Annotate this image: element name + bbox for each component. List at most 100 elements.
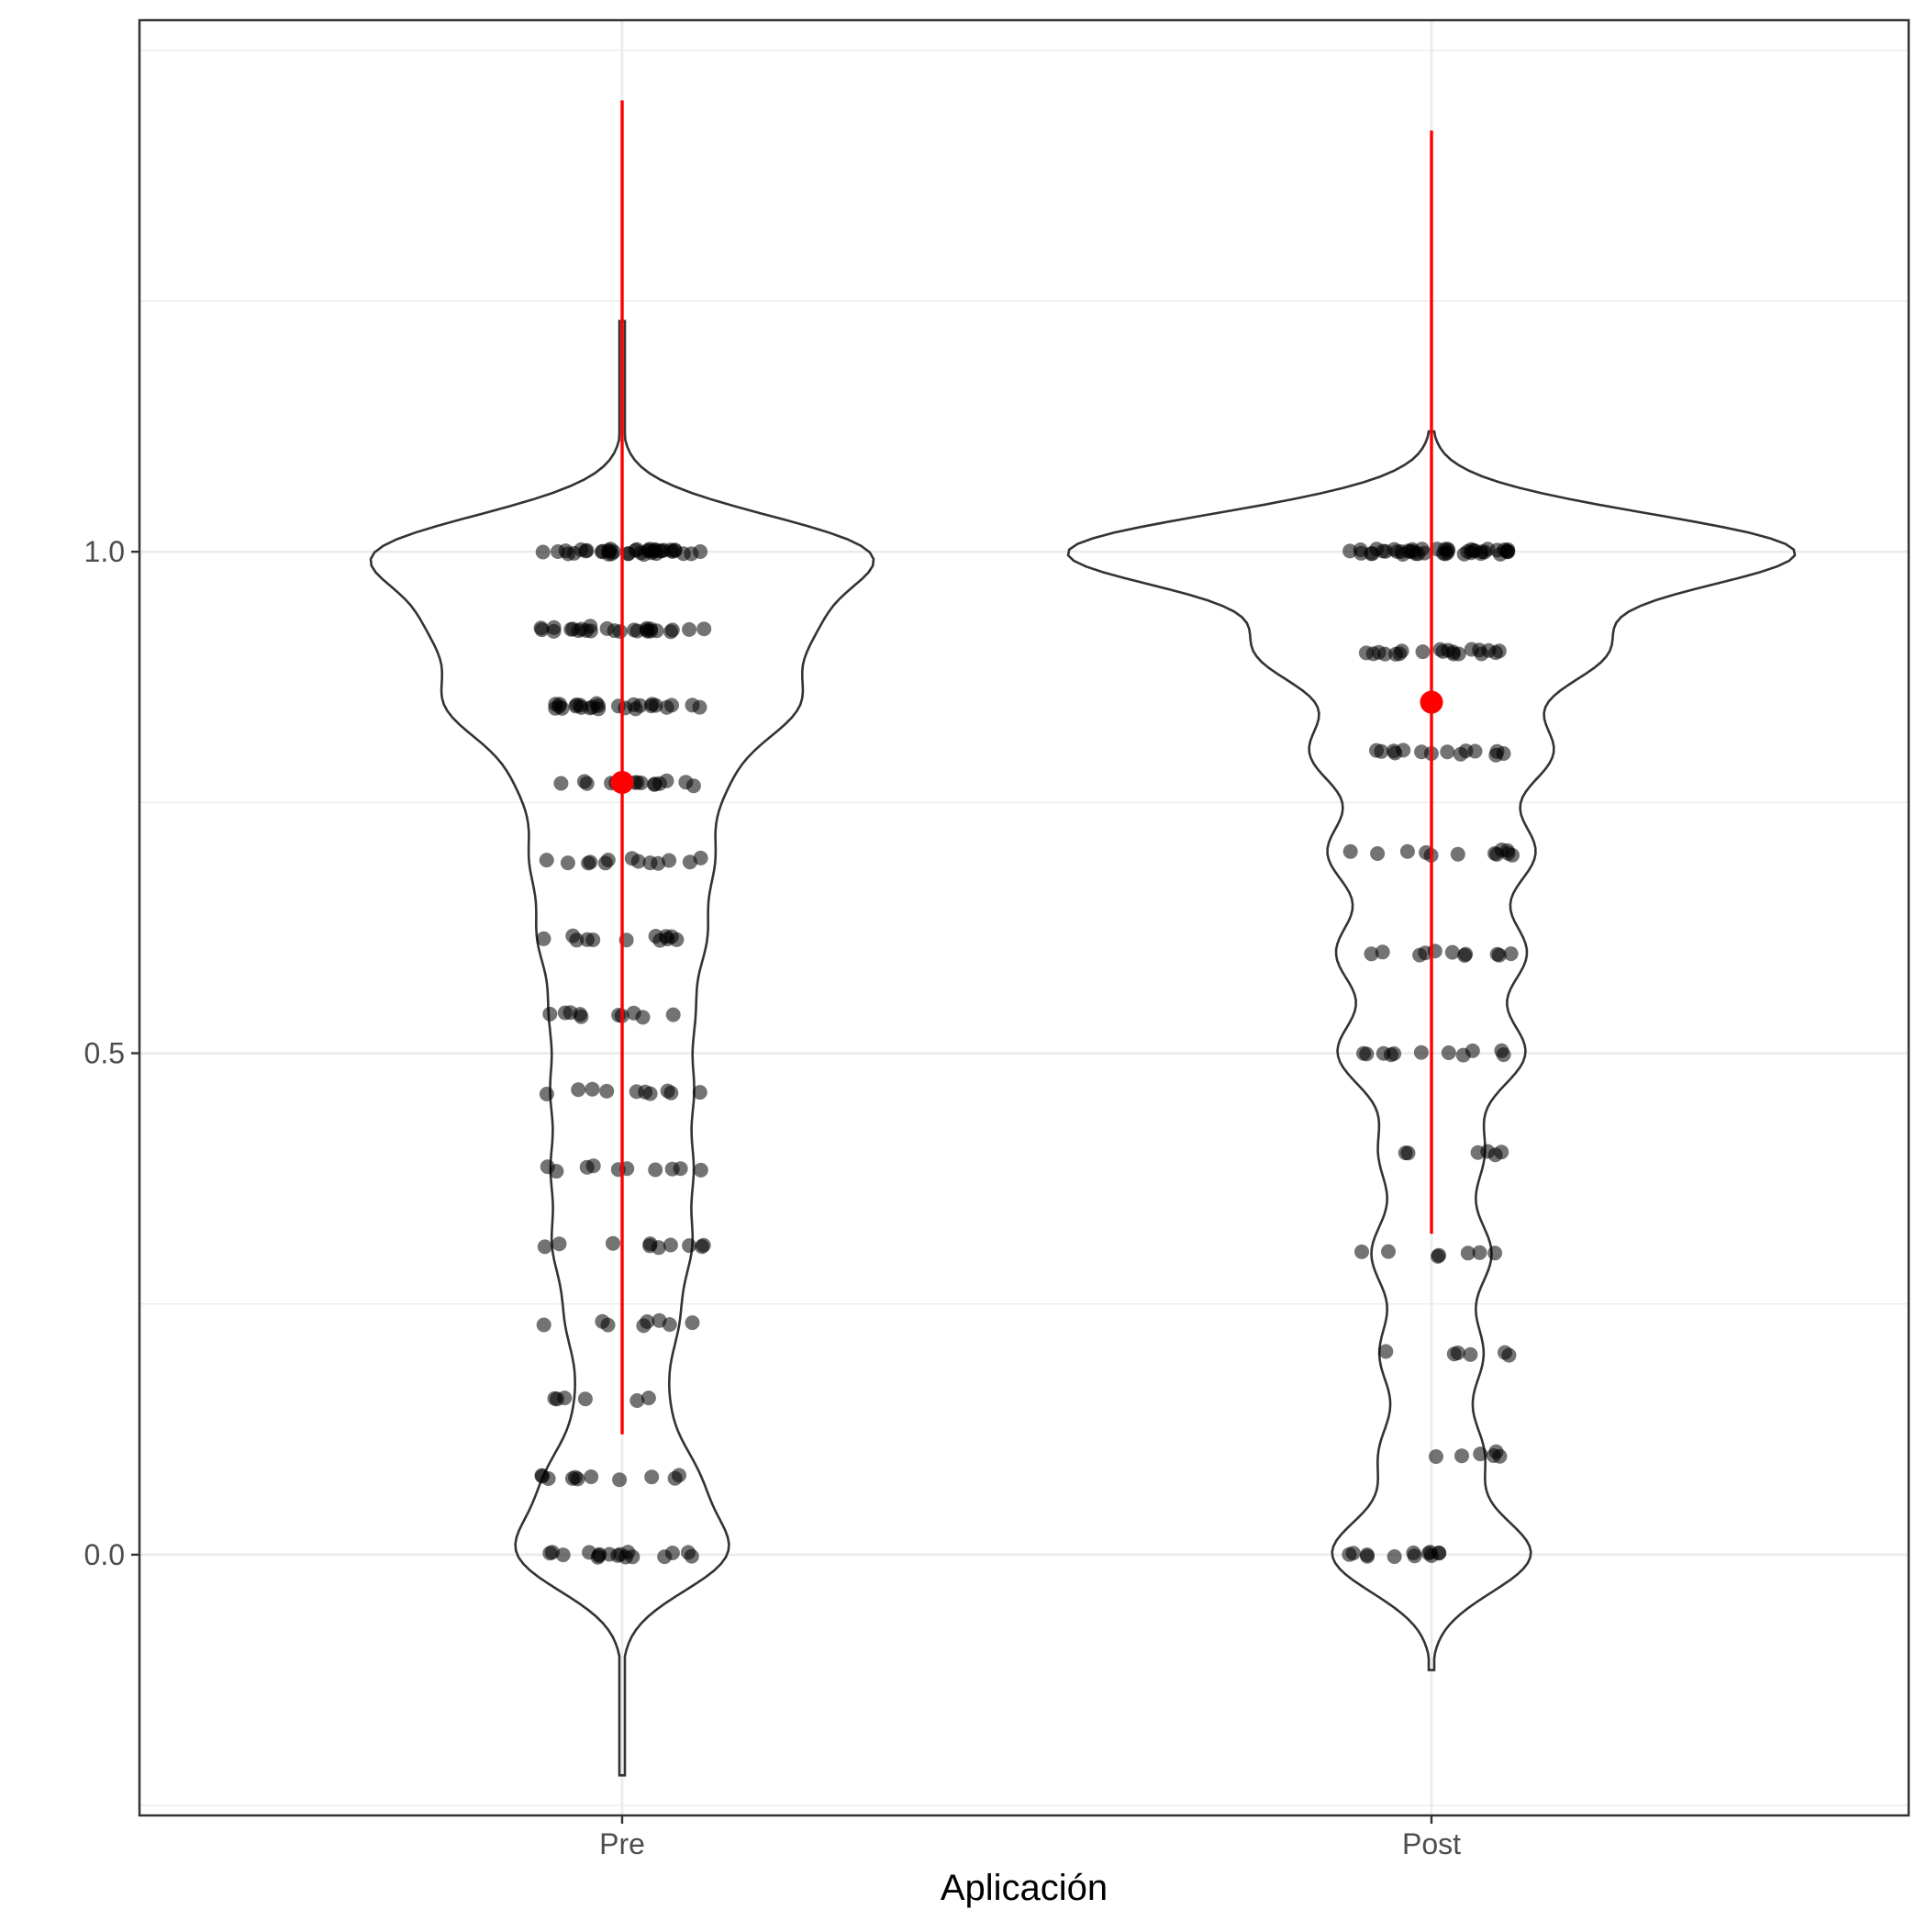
- panel-border: [138, 18, 1910, 1817]
- data-point: [1496, 746, 1511, 761]
- data-point: [1440, 744, 1455, 760]
- data-point: [1387, 1046, 1402, 1061]
- data-point: [662, 853, 677, 868]
- data-point: [542, 1546, 558, 1561]
- data-point: [558, 543, 574, 559]
- data-point: [536, 931, 551, 946]
- data-point: [665, 1007, 681, 1022]
- data-point: [1488, 1444, 1504, 1459]
- data-point: [1473, 1446, 1488, 1462]
- data-point: [1450, 846, 1465, 862]
- data-point: [1353, 545, 1369, 561]
- data-point: [533, 620, 549, 636]
- data-point: [664, 544, 680, 559]
- data-point: [678, 775, 694, 790]
- data-point: [1377, 646, 1393, 662]
- data-point: [1444, 944, 1460, 960]
- data-point: [535, 1469, 550, 1484]
- data-point: [592, 1547, 607, 1562]
- data-point: [1441, 1045, 1456, 1060]
- data-point: [1464, 642, 1479, 657]
- data-point: [1375, 944, 1390, 960]
- data-point: [585, 932, 601, 947]
- data-point: [1453, 746, 1468, 762]
- data-point: [624, 851, 640, 866]
- data-point: [652, 1312, 667, 1328]
- data-point: [1435, 643, 1451, 659]
- data-point: [682, 621, 697, 637]
- data-point: [641, 542, 657, 558]
- data-point: [579, 542, 595, 558]
- data-point: [599, 620, 615, 636]
- violin-pre: [369, 319, 875, 1777]
- data-point: [537, 1239, 552, 1255]
- data-point: [1501, 1347, 1517, 1363]
- data-point: [1431, 1545, 1446, 1560]
- data-point: [658, 929, 674, 944]
- data-point: [633, 776, 649, 790]
- data-point: [626, 1005, 641, 1021]
- axes: 0.0 0.5 1.0 Pre Post: [84, 535, 1462, 1860]
- data-point: [542, 1006, 558, 1022]
- data-point: [644, 1469, 660, 1485]
- data-point: [1487, 1147, 1503, 1163]
- data-point: [1497, 542, 1512, 558]
- data-point: [612, 1472, 628, 1488]
- data-point: [1387, 1549, 1402, 1564]
- data-point: [582, 700, 597, 716]
- data-point: [1454, 1448, 1469, 1464]
- data-point: [1418, 945, 1433, 961]
- data-point: [1500, 845, 1516, 861]
- data-point: [585, 1158, 601, 1174]
- data-point: [1410, 546, 1426, 562]
- data-point: [1496, 1047, 1511, 1063]
- data-point: [692, 1085, 707, 1100]
- data-point: [570, 1471, 585, 1487]
- data-point: [585, 1081, 600, 1097]
- data-point: [1503, 946, 1519, 962]
- data-point: [1457, 948, 1473, 963]
- data-point: [536, 1317, 551, 1333]
- data-point: [640, 1314, 655, 1329]
- data-point: [684, 1548, 699, 1564]
- data-point: [1374, 743, 1389, 759]
- data-point: [1413, 1044, 1429, 1060]
- data-point: [620, 546, 636, 562]
- mean-point-post: [1420, 690, 1443, 714]
- data-point: [663, 624, 678, 640]
- data-point: [535, 544, 551, 560]
- data-point: [664, 1161, 680, 1177]
- data-point: [628, 701, 643, 717]
- x-tick-label-pre: Pre: [599, 1827, 645, 1860]
- data-point: [1400, 1145, 1416, 1161]
- data-point: [555, 1547, 571, 1563]
- y-tick-label: 0.0: [84, 1538, 125, 1571]
- data-point: [539, 853, 554, 868]
- data-point: [569, 932, 585, 948]
- data-point: [647, 776, 663, 792]
- data-point: [1359, 1046, 1375, 1062]
- data-point: [1381, 1244, 1396, 1259]
- data-point: [553, 776, 569, 791]
- data-point: [1354, 1244, 1369, 1259]
- data-point: [576, 774, 592, 789]
- data-point: [1396, 743, 1411, 758]
- data-point: [550, 1391, 564, 1407]
- data-point: [1345, 1546, 1361, 1561]
- data-point: [1491, 947, 1507, 963]
- data-point: [1463, 1346, 1478, 1362]
- data-point: [1472, 1245, 1487, 1260]
- data-point: [640, 1390, 656, 1406]
- data-point: [600, 853, 616, 867]
- data-point: [682, 854, 697, 870]
- data-point: [1370, 846, 1386, 861]
- data-point: [1376, 543, 1391, 559]
- data-point: [657, 1549, 673, 1565]
- data-point: [1431, 1248, 1445, 1264]
- data-point: [546, 620, 562, 635]
- data-point: [1446, 1346, 1462, 1362]
- data-point: [1359, 1547, 1375, 1562]
- data-point: [640, 623, 655, 639]
